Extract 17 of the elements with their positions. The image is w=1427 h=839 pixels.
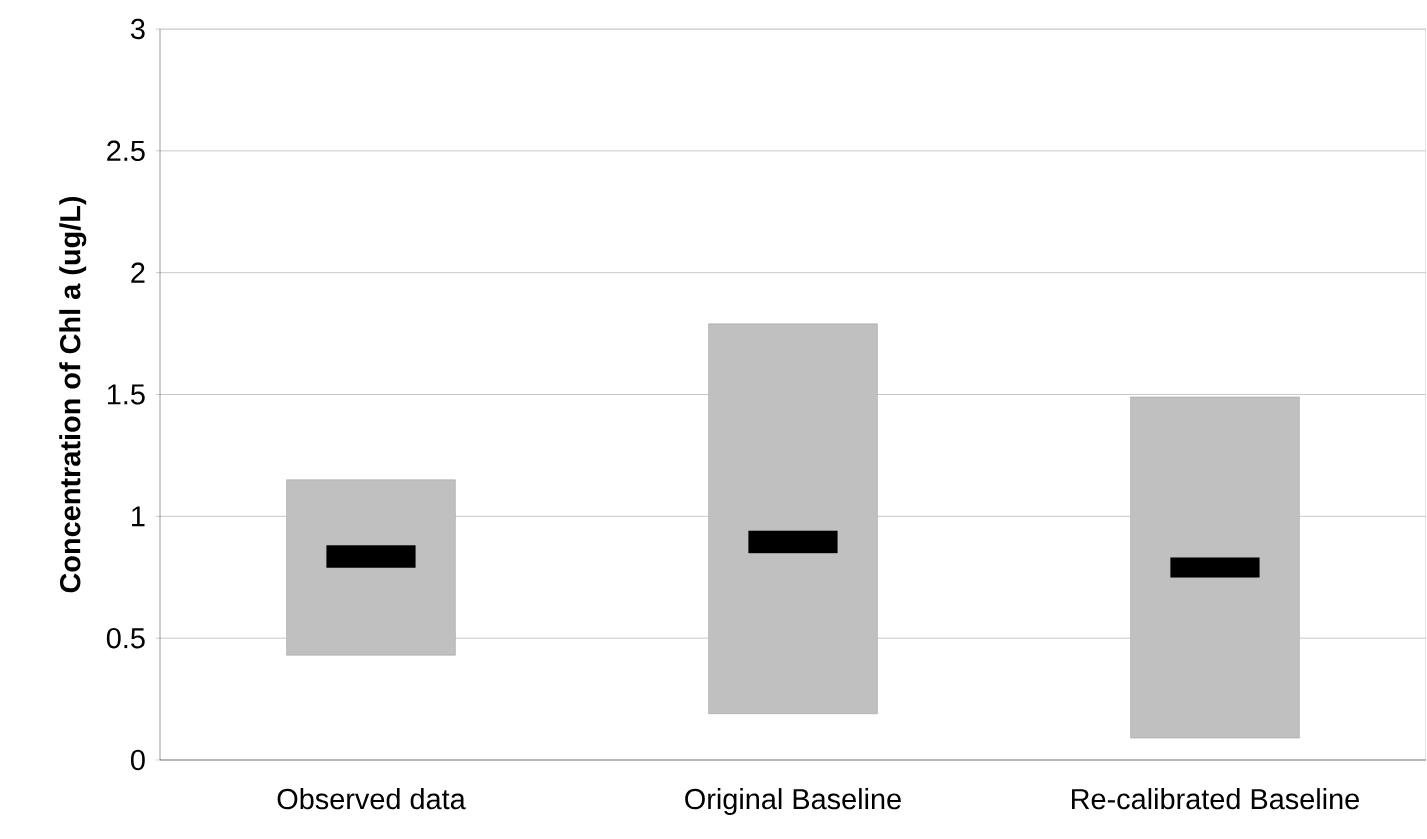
y-tick-label: 2.5	[107, 140, 145, 162]
x-tick-label: Re-calibrated Baseline	[1072, 788, 1359, 810]
bar	[286, 479, 456, 656]
y-tick-label: 1	[132, 506, 145, 527]
bar	[708, 323, 878, 714]
y-tick-label: 2	[131, 262, 145, 283]
bar	[1170, 557, 1260, 578]
bar	[1130, 396, 1300, 739]
bar	[326, 545, 416, 568]
y-axis-title: Concentration of Chl a (ug/L)	[59, 196, 87, 593]
x-tick-label: Observed data	[277, 788, 466, 810]
y-tick-label: 0	[130, 749, 145, 771]
y-tick-label: 3	[130, 18, 145, 40]
x-tick-label: Original Baseline	[685, 788, 901, 816]
y-tick-label: 0.5	[106, 627, 145, 649]
bar	[748, 530, 838, 554]
y-tick-label: 1.5	[107, 384, 145, 405]
